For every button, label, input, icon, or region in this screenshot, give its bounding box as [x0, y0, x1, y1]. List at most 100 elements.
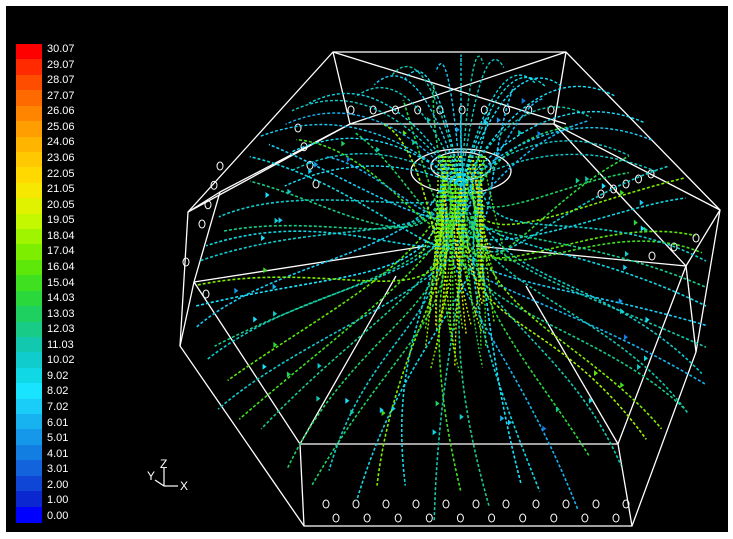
upper-streamline [460, 77, 564, 187]
flow-arrow [432, 429, 437, 436]
nozzle-hole [670, 242, 678, 252]
flow-arrow [588, 397, 593, 404]
colorbar-tick-label: 14.03 [47, 292, 75, 305]
edge [685, 209, 721, 267]
flow-arrow [272, 283, 277, 290]
edge [685, 265, 697, 353]
colorbar-swatch [16, 444, 42, 461]
streamline [440, 184, 686, 241]
flow-arrow [542, 425, 547, 432]
colorbar-tick-label: 22.05 [47, 167, 75, 180]
upper-streamline [373, 75, 462, 187]
colorbar-swatch [16, 151, 42, 168]
colorbar-tick-label: 17.04 [47, 245, 75, 258]
colorbar-tick-label: 6.01 [47, 416, 69, 429]
chamber-inner-face [193, 123, 687, 445]
colorbar-swatch [16, 198, 42, 215]
streamline [195, 184, 446, 307]
colorbar-swatch [16, 491, 42, 508]
streamline [470, 216, 703, 262]
colorbar-tick-label: 23.06 [47, 151, 75, 164]
nozzle-hole [300, 142, 308, 152]
flow-arrow [575, 177, 580, 184]
flow-arrow [287, 188, 292, 195]
axis-x-label: X [180, 479, 188, 493]
colorbar-tick-label: 4.01 [47, 447, 69, 460]
colorbar-tick-label: 13.03 [47, 307, 75, 320]
nozzle-hole [472, 499, 480, 509]
flow-arrow [496, 117, 501, 124]
streamline [260, 173, 465, 430]
colorbar-tick-label: 8.02 [47, 385, 69, 398]
streamline [328, 209, 448, 471]
nozzle-hole [216, 161, 224, 171]
colorbar-tick-label: 5.01 [47, 432, 69, 445]
flow-arrow [278, 217, 283, 224]
visualization-frame: 30.07 29.07 28.07 27.07 26.06 25.06 24.06 23.06… [6, 6, 728, 532]
colorbar [16, 44, 42, 523]
flow-arrow [381, 410, 386, 417]
streamline [356, 188, 483, 501]
upper-streamline [460, 85, 615, 187]
nozzle-hole [394, 513, 402, 523]
edge [553, 51, 567, 125]
flow-arrow [345, 397, 350, 404]
streamline [195, 216, 444, 287]
colorbar-tick-label: 21.05 [47, 183, 75, 196]
nozzle-hole [519, 513, 527, 523]
nozzle-hole [294, 123, 302, 133]
colorbar-tick-label: 7.02 [47, 401, 69, 414]
streamline [380, 122, 443, 246]
streamline [472, 196, 541, 492]
flow-arrow [620, 382, 625, 389]
diagonal [349, 51, 567, 125]
colorbar-swatch [16, 229, 42, 246]
core-streamline [429, 155, 453, 371]
nozzle-hole [488, 513, 496, 523]
streamline [472, 177, 685, 226]
colorbar-swatch [16, 506, 42, 523]
nozzle-hole [425, 513, 433, 523]
flow-arrow [594, 370, 599, 377]
streamline [433, 199, 465, 522]
diagonal [187, 123, 351, 213]
core-streamline [439, 155, 464, 329]
colorbar-tick-label: 10.02 [47, 354, 75, 367]
colorbar-swatch [16, 213, 42, 230]
flow-arrow [500, 415, 505, 422]
diagonal [332, 51, 567, 125]
flow-arrow [644, 355, 649, 362]
upper-streamline [391, 65, 462, 187]
nozzle-hole [592, 499, 600, 509]
colorbar-tick-label: 24.06 [47, 136, 75, 149]
streamline [464, 192, 689, 414]
flow-arrow [620, 308, 625, 315]
nozzle-hole [182, 257, 190, 267]
core-streamline [439, 155, 452, 275]
streamline [311, 221, 449, 486]
edge [332, 51, 351, 125]
streamline [466, 166, 630, 208]
upper-streamline [404, 70, 462, 187]
flow-scene: Y Z X [147, 51, 721, 527]
streamline [462, 205, 622, 466]
colorbar-swatch [16, 59, 42, 76]
flow-arrow [620, 189, 625, 196]
flow-arrow [585, 176, 590, 183]
colorbar-swatch [16, 460, 42, 477]
diagonal [299, 275, 397, 445]
colorbar-swatch [16, 182, 42, 199]
flow-arrow [314, 161, 319, 168]
flow-arrow [261, 235, 266, 242]
streamline [454, 208, 696, 259]
streamline [445, 206, 579, 511]
nozzle-hole [648, 251, 656, 261]
core-streamline [470, 155, 482, 349]
colorbar-swatch [16, 352, 42, 369]
colorbar-swatch [16, 90, 42, 107]
upper-streamline [460, 126, 653, 187]
streamline [238, 188, 467, 420]
colorbar-tick-label: 29.07 [47, 58, 75, 71]
flow-arrow [265, 191, 270, 198]
nozzle-hole [412, 499, 420, 509]
